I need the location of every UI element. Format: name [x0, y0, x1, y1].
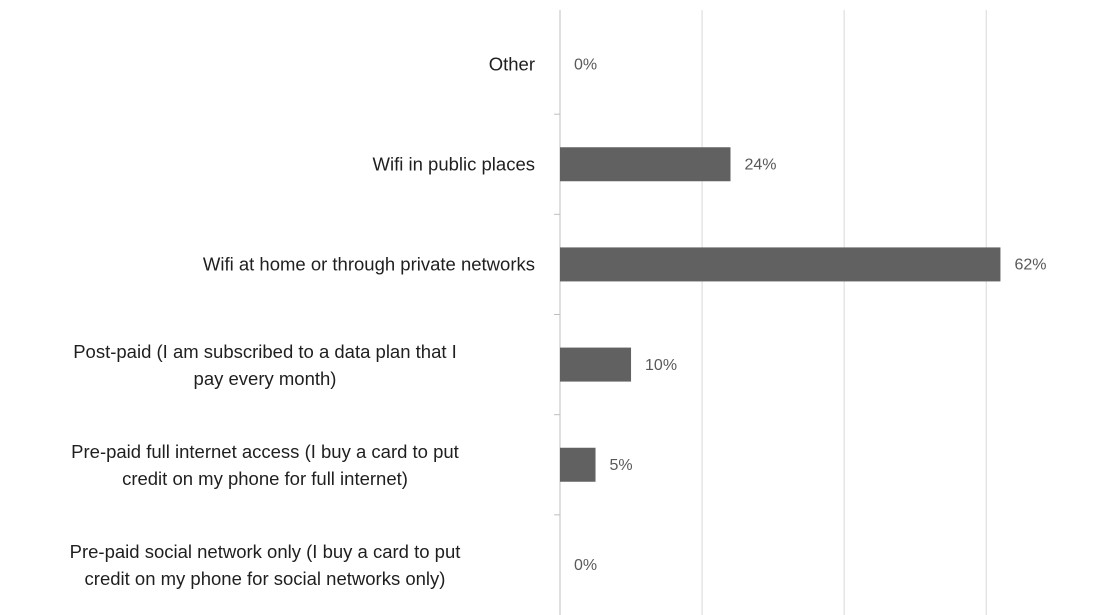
value-label: 10% — [645, 357, 677, 374]
category-label: Pre-paid social network only (I buy a ca… — [69, 540, 461, 589]
bar — [560, 447, 596, 482]
category-label: Wifi in public places — [372, 153, 535, 175]
value-label: 62% — [1014, 257, 1046, 274]
bar — [560, 347, 632, 382]
value-label: 0% — [574, 557, 597, 574]
category-label: Other — [488, 53, 535, 75]
value-label: 0% — [574, 56, 597, 73]
category-label: Post-paid (I am subscribed to a data pla… — [73, 340, 457, 389]
value-label: 5% — [610, 457, 633, 474]
value-label: 24% — [744, 156, 776, 173]
category-label: Wifi at home or through private networks — [202, 253, 535, 275]
category-label: Pre-paid full internet access (I buy a c… — [71, 440, 459, 489]
bar — [560, 147, 731, 182]
bar — [560, 247, 1001, 282]
